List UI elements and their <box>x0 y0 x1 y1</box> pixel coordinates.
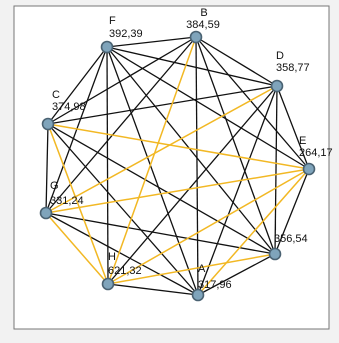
node-B-name: B <box>200 7 207 19</box>
node-E-marker[interactable] <box>304 164 315 175</box>
node-H-marker[interactable] <box>103 279 114 290</box>
node-G-name: G <box>50 180 59 192</box>
node-A-value: 317,96 <box>198 279 232 291</box>
node-D-value: 358,77 <box>276 62 310 74</box>
node-I-marker[interactable] <box>270 249 281 260</box>
node-H-name: H <box>108 251 116 263</box>
node-G-value: 331,24 <box>50 195 84 207</box>
node-E-value: 264,17 <box>299 147 333 159</box>
node-G-marker[interactable] <box>41 208 52 219</box>
node-D-marker[interactable] <box>272 81 283 92</box>
node-I-value: 356,54 <box>274 233 308 245</box>
node-C-marker[interactable] <box>43 119 54 130</box>
node-D-name: D <box>276 50 284 62</box>
node-B-value: 384,59 <box>186 19 220 31</box>
node-B-marker[interactable] <box>191 32 202 43</box>
node-I-name: I <box>274 221 277 233</box>
node-C-name: C <box>52 89 60 101</box>
node-E-name: E <box>299 135 306 147</box>
node-F-marker[interactable] <box>102 42 113 53</box>
node-A-marker[interactable] <box>193 290 204 301</box>
node-A-name: A <box>198 263 206 275</box>
node-F-value: 392,39 <box>109 28 143 40</box>
node-F-name: F <box>109 15 116 27</box>
node-H-value: 621,32 <box>108 265 142 277</box>
node-C-value: 374,98 <box>52 101 86 113</box>
